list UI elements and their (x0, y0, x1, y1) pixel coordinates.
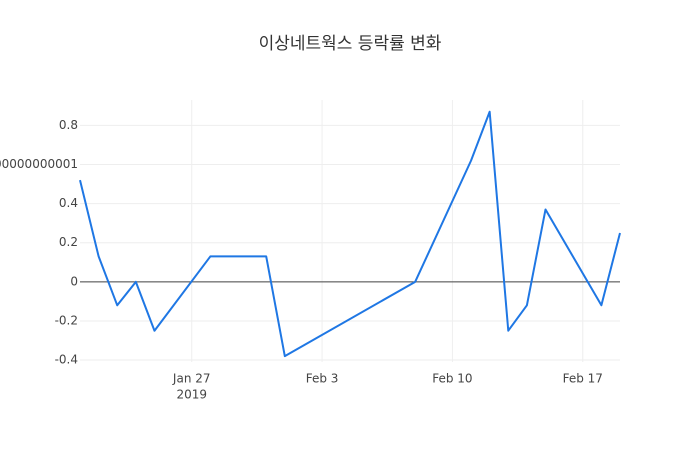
line (79, 110, 621, 358)
x-tick-label: Jan 27 (172, 372, 211, 386)
y-tick-label: 0 (70, 274, 78, 288)
y-tick-label: 0.6000000000000001 (0, 157, 78, 171)
x-tick-label: Feb 17 (563, 372, 603, 386)
y-tick-label: 0.8 (59, 118, 78, 132)
y-tick-label: 0.4 (59, 196, 78, 210)
y-tick-label: 0.2 (59, 235, 78, 249)
x-axis-year: 2019 (176, 388, 207, 402)
chart-title: 이상네트웍스 등락률 변화 (259, 34, 442, 54)
y-tick-label: -0.2 (55, 313, 78, 327)
x-tick-label: Feb 10 (432, 372, 472, 386)
x-tick-label: Feb 3 (306, 372, 339, 386)
y-tick-label: -0.4 (55, 353, 78, 367)
